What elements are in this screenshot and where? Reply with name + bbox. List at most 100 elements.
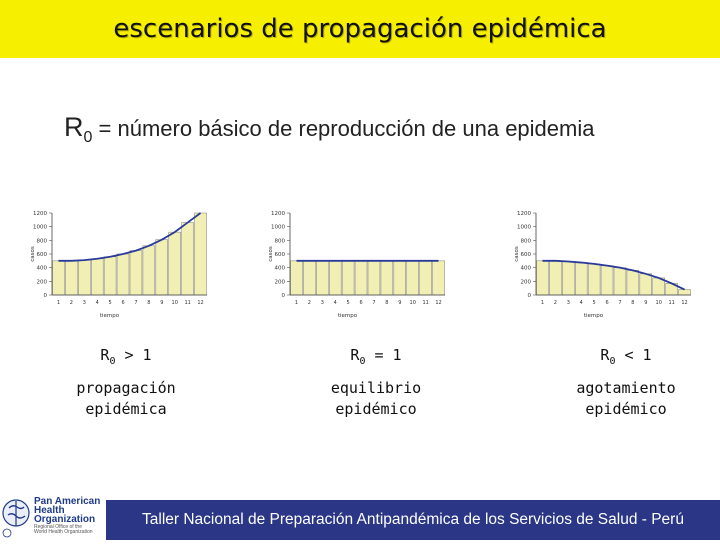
bar [65,260,78,296]
bar [290,260,303,296]
y-tick-label: 600 [275,252,286,258]
bar [562,261,575,296]
x-tick-label: 4 [580,300,583,306]
r0-symbol: R [64,112,84,142]
y-tick-label: 0 [282,293,286,299]
x-tick-label: 9 [398,300,401,306]
x-tick-label: 10 [410,300,416,306]
x-axis-label: tiempo [100,313,120,319]
subtitle-text: = número básico de reproducción de una e… [98,116,595,141]
x-tick-label: 6 [121,300,124,306]
trend-line [542,259,685,291]
bar [639,273,653,296]
bar [393,260,407,296]
y-tick-label: 200 [37,279,48,285]
y-tick-label: 400 [37,266,48,272]
chart-growth: 0 200 400 600 800 1000 1200 1 2 3 4 5 6 7 8 9 10 11 12 tiem… [30,205,215,325]
scenario-label-1: equilibrio [330,379,422,397]
x-tick-label: 3 [83,300,86,306]
x-tick-label: 2 [70,300,73,306]
x-tick-label: 3 [567,300,570,306]
scenario-label-2: epidémica [85,400,167,418]
x-axis-label: tiempo [338,313,358,319]
bar [678,289,691,296]
bar [613,267,627,296]
y-axis-label: casos [514,246,520,262]
chart-equilibrium: 0 200 400 600 800 1000 1200 1 2 3 4 5 6 7 8 9 10 11 12 tiem… [268,205,453,325]
x-tick-label: 4 [334,300,337,306]
bar [142,245,156,296]
y-tick-label: 600 [521,252,532,258]
who-tagline: Regional Office of the World Health Orga… [34,524,93,535]
x-tick-label: 1 [541,300,544,306]
scenario-caption-1: R0 > 1 propagación epidémica [26,345,226,420]
r0-subscript: 0 [83,129,93,146]
bar [52,260,65,296]
x-tick-label: 9 [160,300,163,306]
y-tick-label: 400 [521,266,532,272]
y-axis-label: casos [268,246,274,262]
y-tick-label: 200 [521,279,532,285]
x-tick-label: 3 [321,300,324,306]
bar [406,260,419,296]
header-bar: escenarios de propagación epidémica [0,0,720,58]
y-tick-label: 0 [44,293,48,299]
bar [329,260,342,296]
x-tick-label: 10 [172,300,178,306]
x-tick-label: 8 [631,300,634,306]
y-tick-label: 1000 [517,225,531,231]
x-tick-label: 5 [109,300,112,306]
scenario-label-1: propagación [76,379,176,397]
y-tick-label: 1200 [33,211,47,217]
x-tick-label: 11 [422,300,428,306]
bar [194,212,207,296]
bar [168,231,181,296]
y-tick-label: 200 [275,279,286,285]
y-tick-label: 800 [521,238,532,244]
x-tick-label: 4 [96,300,99,306]
bar [303,260,316,296]
y-tick-label: 800 [37,238,48,244]
y-tick-label: 1000 [33,225,47,231]
y-tick-label: 400 [275,266,286,272]
x-tick-label: 5 [593,300,596,306]
subtitle: R0 = número básico de reproducción de un… [64,112,594,147]
bar [549,260,562,296]
bar [575,262,588,296]
scenario-label-2: epidémico [335,400,417,418]
x-tick-label: 11 [668,300,674,306]
x-tick-label: 8 [147,300,150,306]
scenario-label-2: epidémico [585,400,667,418]
x-tick-label: 7 [618,300,621,306]
scenario-label-1: agotamiento [576,379,676,397]
y-tick-label: 1200 [517,211,531,217]
chart-decline: 0 200 400 600 800 1000 1200 1 2 3 4 5 6 7 8 9 10 11 12 tiem… [514,205,699,325]
footer-band: Taller Nacional de Preparación Antipandé… [106,500,720,540]
x-tick-label: 12 [435,300,441,306]
paho-logo: Pan American Health Organization Regiona… [0,495,106,540]
bar [536,260,549,296]
bar [78,259,91,296]
y-tick-label: 0 [528,293,532,299]
x-tick-label: 2 [308,300,311,306]
x-tick-label: 1 [57,300,60,306]
bar [103,256,117,296]
y-tick-label: 800 [275,238,286,244]
x-tick-label: 8 [385,300,388,306]
page-title: escenarios de propagación epidémica [113,14,607,44]
x-tick-label: 11 [184,300,190,306]
x-tick-label: 2 [554,300,557,306]
paho-emblem-icon [2,499,30,538]
bar [419,260,432,296]
x-tick-label: 6 [359,300,362,306]
scenario-r-line: R0 < 1 [600,346,652,367]
scenario-r-line: R0 > 1 [100,346,152,367]
bar [626,270,640,296]
x-tick-label: 5 [347,300,350,306]
x-tick-label: 6 [605,300,608,306]
scenario-r-line: R0 = 1 [350,346,402,367]
y-tick-label: 600 [37,252,48,258]
bar [380,260,394,296]
